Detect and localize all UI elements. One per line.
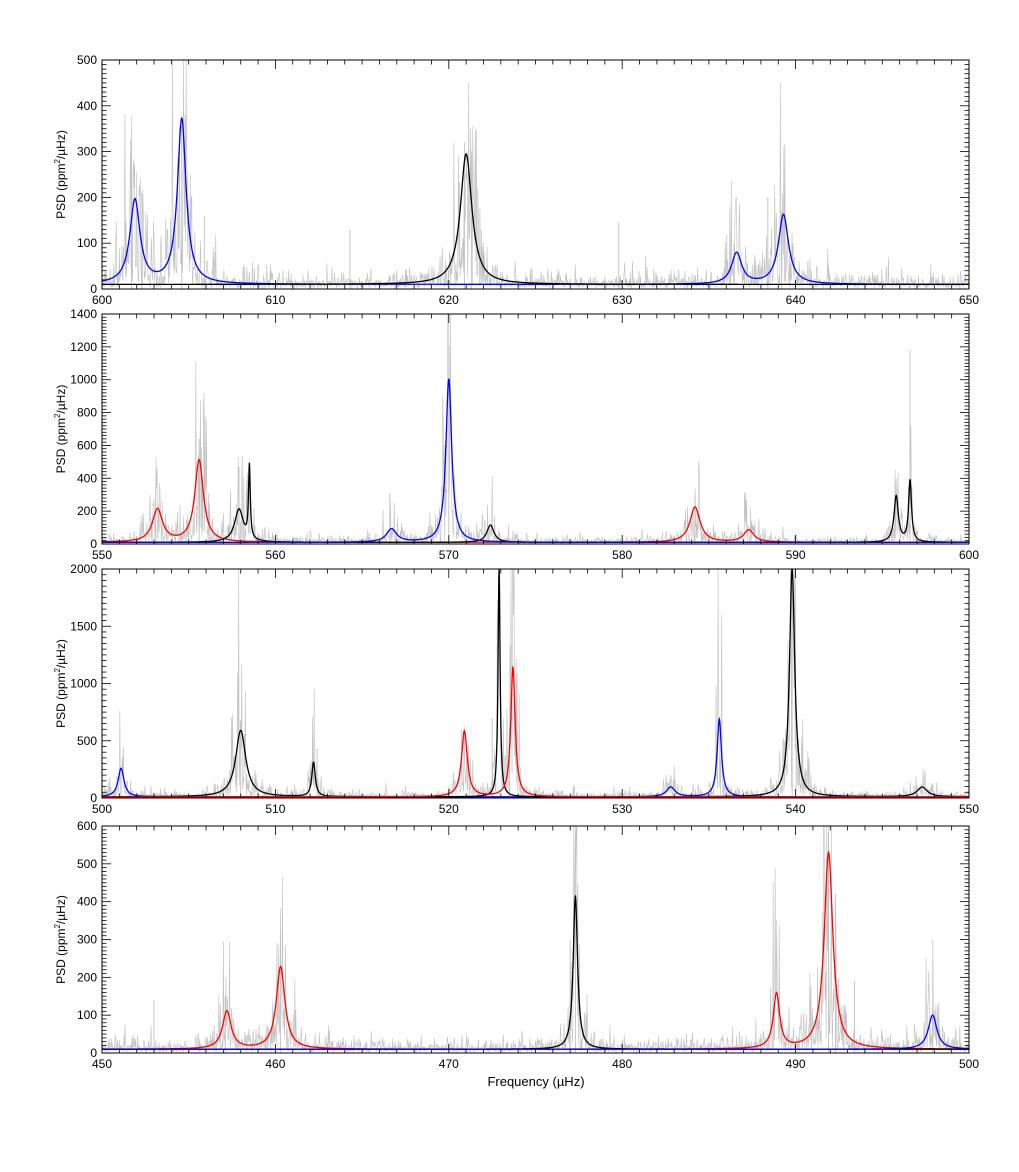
y-tick-label: 200 [77, 190, 97, 204]
y-axis-label: PSD (ppm2/µHz) [53, 130, 68, 219]
plot-area [102, 314, 969, 544]
x-tick-label: 550 [92, 548, 112, 562]
y-tick-label: 500 [77, 734, 97, 748]
y-axis-label: PSD (ppm2/µHz) [53, 895, 68, 984]
y-tick-label: 100 [77, 236, 97, 250]
fit-blue-line [102, 378, 969, 543]
x-tick-label: 600 [92, 293, 112, 307]
y-axis-label: PSD (ppm2/µHz) [53, 385, 68, 474]
x-axis-label: Frequency (µHz) [487, 1074, 584, 1089]
panel-1: 600 610 620 630 640 650 0 100 200 300 400 500 PSD (p… [53, 53, 979, 307]
y-tick-label: 600 [77, 438, 97, 452]
y-tick-label: 0 [90, 791, 97, 805]
y-tick-label: 500 [77, 53, 97, 67]
y-axis-label: PSD (ppm2/µHz) [53, 639, 68, 728]
x-tick-label: 580 [612, 548, 632, 562]
x-tick-label: 630 [612, 293, 632, 307]
x-tick-label: 470 [439, 1057, 459, 1071]
fit-black-line [102, 153, 969, 286]
y-tick-label: 300 [77, 145, 97, 159]
y-tick-label: 1400 [70, 307, 97, 321]
y-tick-label: 300 [77, 933, 97, 947]
x-tick-label: 560 [265, 548, 285, 562]
x-tick-label: 520 [439, 802, 459, 816]
y-tick-label: 0 [90, 282, 97, 296]
plot-frame [101, 59, 970, 290]
x-tick-label: 480 [612, 1057, 632, 1071]
x-tick-label: 620 [439, 293, 459, 307]
y-tick-label: 400 [77, 895, 97, 909]
x-tick-label: 610 [265, 293, 285, 307]
y-tick-label: 800 [77, 406, 97, 420]
panel-4: 450 460 470 480 490 500 0 100 200 300 400 500 600 PSD… [53, 819, 979, 1071]
x-tick-label: 640 [786, 293, 806, 307]
y-tick-label: 200 [77, 504, 97, 518]
fit-black-line [102, 462, 969, 543]
x-tick-label: 590 [786, 548, 806, 562]
y-tick-label: 2000 [70, 562, 97, 576]
plot-frame [101, 313, 970, 545]
x-tick-label: 500 [959, 1057, 979, 1071]
x-tick-label: 570 [439, 548, 459, 562]
y-tick-label: 200 [77, 970, 97, 984]
y-tick-label: 600 [77, 819, 97, 833]
y-tick-label: 400 [77, 99, 97, 113]
plot-area [102, 60, 969, 289]
y-tick-label: 500 [77, 857, 97, 871]
y-tick-label: 1000 [70, 373, 97, 387]
power-spectrum [102, 60, 969, 289]
y-tick-label: 1500 [70, 619, 97, 633]
power-spectrum [102, 826, 969, 1053]
power-spectrum [102, 569, 969, 798]
x-tick-label: 510 [265, 802, 285, 816]
power-spectrum [102, 314, 969, 544]
x-tick-label: 450 [92, 1057, 112, 1071]
panels-group: 600 610 620 630 640 650 0 100 200 300 400 500 PSD (p… [53, 53, 979, 1071]
x-tick-label: 530 [612, 802, 632, 816]
x-tick-label: 460 [265, 1057, 285, 1071]
y-tick-label: 400 [77, 471, 97, 485]
y-tick-label: 1000 [70, 677, 97, 691]
x-tick-label: 550 [959, 802, 979, 816]
y-tick-label: 0 [90, 1046, 97, 1060]
plot-area [102, 826, 969, 1053]
plot-area [102, 569, 969, 798]
panel-2: 550 560 570 580 590 600 0 200 400 600 800 1000 1200 1… [53, 307, 979, 562]
y-tick-label: 0 [90, 537, 97, 551]
x-tick-label: 650 [959, 293, 979, 307]
y-tick-label: 100 [77, 1008, 97, 1022]
x-tick-label: 500 [92, 802, 112, 816]
y-tick-label: 1200 [70, 340, 97, 354]
fit-blue-line [102, 116, 969, 285]
x-tick-label: 490 [786, 1057, 806, 1071]
x-tick-label: 600 [959, 548, 979, 562]
x-tick-label: 540 [786, 802, 806, 816]
